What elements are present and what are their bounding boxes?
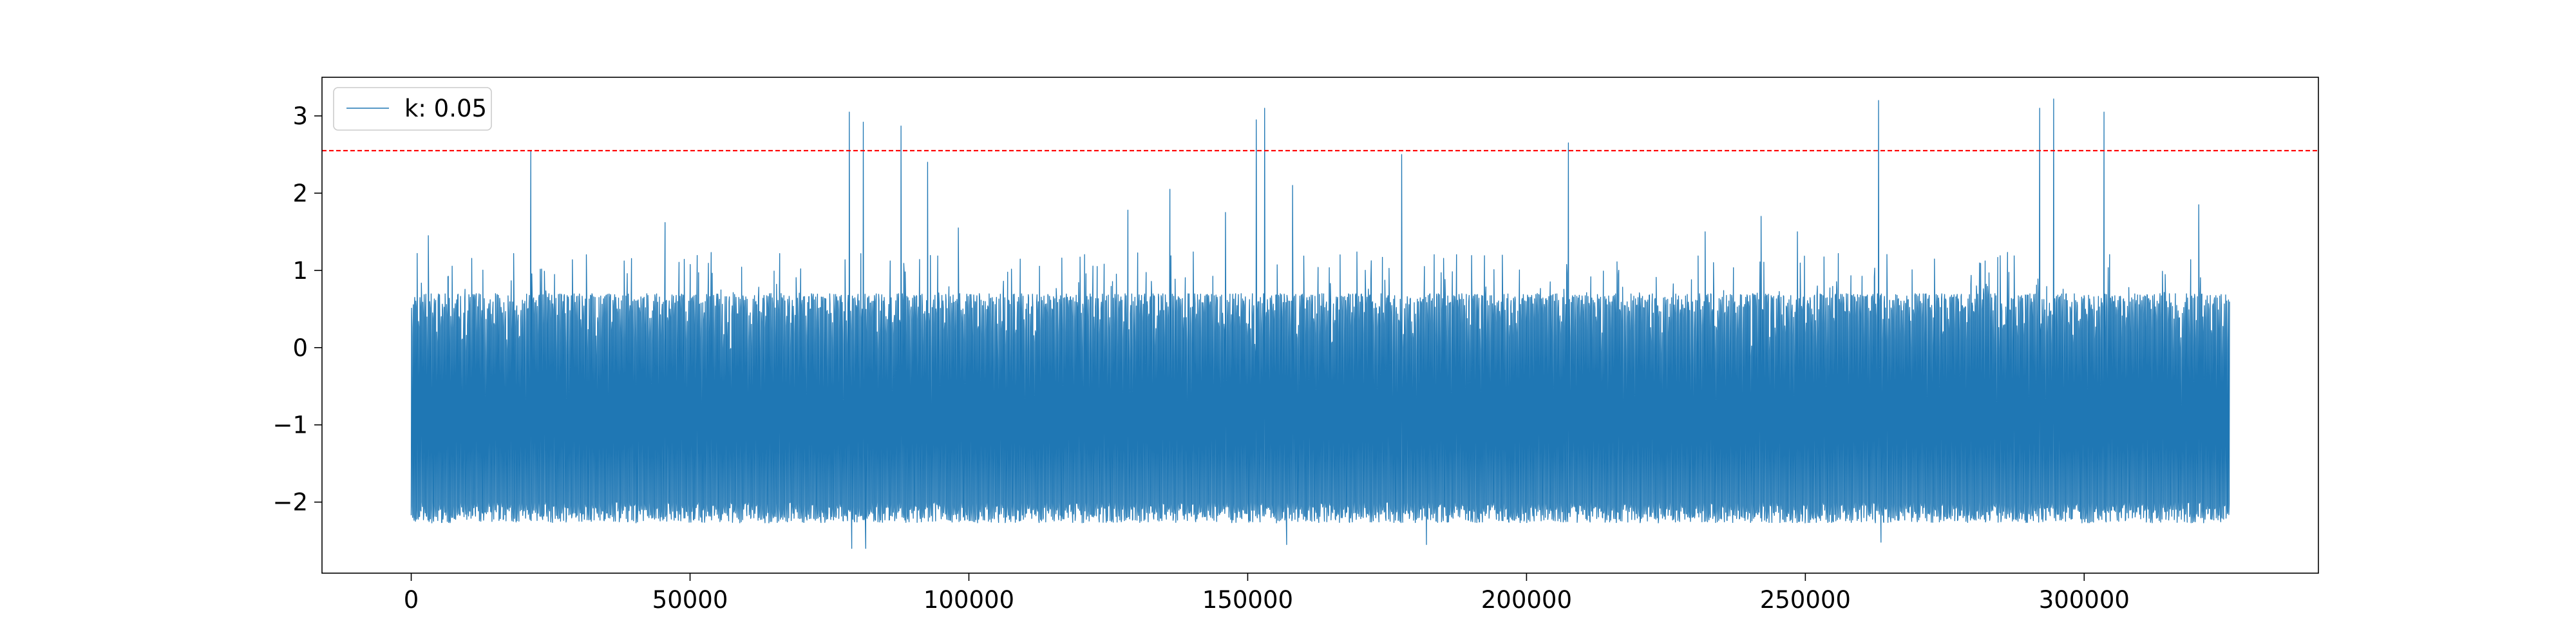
series-line bbox=[410, 98, 2230, 549]
x-tick-label: 50000 bbox=[652, 586, 728, 614]
x-tick-label: 200000 bbox=[1481, 586, 1572, 614]
x-tick-label: 250000 bbox=[1760, 586, 1851, 614]
y-tick-label: −1 bbox=[272, 412, 308, 439]
legend-label-series-1: k: 0.05 bbox=[404, 95, 487, 122]
series-layer bbox=[410, 98, 2230, 549]
y-tick-label: 1 bbox=[292, 257, 308, 285]
x-tick-label: 0 bbox=[404, 586, 419, 614]
x-axis: 0 50000 100000 150000 200000 250000 300000 bbox=[404, 573, 2130, 614]
y-tick-label: −2 bbox=[272, 489, 308, 516]
x-tick-label: 100000 bbox=[923, 586, 1014, 614]
y-tick-label: 3 bbox=[292, 102, 308, 130]
x-tick-label: 300000 bbox=[2039, 586, 2130, 614]
legend: k: 0.05 bbox=[333, 87, 492, 131]
y-axis: 3 2 1 0 −1 −2 bbox=[272, 102, 322, 516]
axes-frame bbox=[321, 77, 2319, 574]
legend-box bbox=[333, 87, 492, 131]
y-tick-label: 0 bbox=[292, 334, 308, 362]
y-tick-label: 2 bbox=[292, 180, 308, 207]
x-tick-label: 150000 bbox=[1202, 586, 1293, 614]
